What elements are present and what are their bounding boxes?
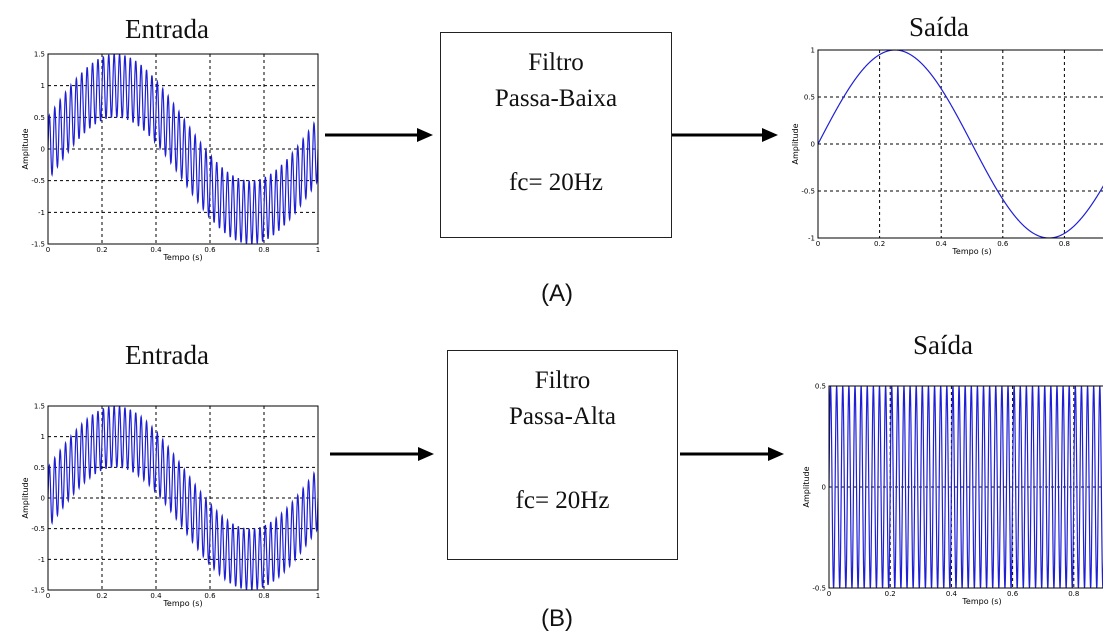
y-tick-label: -0.5 — [31, 177, 45, 185]
x-tick-label: 0 — [46, 592, 50, 600]
x-axis-label: Tempo (s) — [951, 247, 991, 256]
x-tick-label: 0.2 — [874, 240, 885, 248]
arrow-input-to-filter-b — [330, 447, 434, 461]
plot-frame — [828, 385, 1103, 589]
arrow-filter-to-output-a — [672, 128, 778, 142]
x-tick-label: 0.2 — [885, 590, 896, 598]
filter-cutoff-a: fc= 20Hz — [509, 169, 603, 196]
y-tick-label: -1 — [808, 235, 815, 243]
y-tick-label: 1.5 — [34, 403, 45, 411]
plot-frame — [817, 49, 1103, 239]
caption-b: (B) — [541, 605, 573, 632]
x-axis-label: Tempo (s) — [162, 253, 202, 262]
y-tick-label: 0 — [41, 146, 45, 154]
signal-line — [48, 406, 318, 590]
x-tick-label: 0.6 — [1007, 590, 1019, 598]
x-tick-label: 0.6 — [204, 246, 216, 254]
x-tick-label: 0.4 — [936, 240, 948, 248]
x-tick-label: 0.4 — [150, 592, 162, 600]
y-axis-label: Amplitude — [21, 477, 30, 518]
y-tick-label: -0.5 — [801, 188, 815, 196]
output-title-a: Saída — [909, 12, 969, 42]
signal-line — [829, 386, 1103, 588]
filter-box-a: Filtro Passa-Baixa fc= 20Hz — [440, 32, 672, 238]
y-axis-label: Amplitude — [21, 128, 30, 169]
signal-line — [48, 54, 318, 244]
x-tick-label: 0.6 — [204, 592, 216, 600]
x-tick-label: 0 — [46, 246, 50, 254]
arrow-input-to-filter-a — [325, 128, 433, 142]
filter-name-a: Filtro — [528, 49, 584, 76]
x-tick-label: 0.2 — [96, 592, 107, 600]
y-tick-label: -1 — [38, 556, 45, 564]
y-tick-label: 1 — [41, 433, 45, 441]
y-tick-label: 1.5 — [34, 51, 45, 59]
output-title-b: Saída — [913, 330, 973, 360]
y-tick-label: 0.5 — [34, 114, 45, 122]
y-tick-label: 1 — [811, 47, 815, 55]
x-axis-label: Tempo (s) — [162, 599, 202, 608]
caption-a: (A) — [541, 280, 573, 307]
y-axis-label: Amplitude — [791, 123, 800, 164]
filter-cutoff-b: fc= 20Hz — [515, 487, 610, 514]
x-tick-label: 0.8 — [1068, 590, 1079, 598]
x-tick-label: 0.8 — [258, 592, 269, 600]
y-tick-label: 0 — [41, 495, 45, 503]
x-axis-label: Tempo (s) — [961, 597, 1001, 606]
y-tick-label: -1.5 — [31, 241, 45, 249]
arrow-filter-to-output-b — [680, 447, 784, 461]
x-tick-label: 0.2 — [96, 246, 107, 254]
y-tick-label: 0.5 — [815, 383, 826, 391]
y-tick-label: -0.5 — [812, 585, 826, 593]
y-tick-label: 0 — [811, 141, 815, 149]
y-axis-label: Amplitude — [802, 466, 811, 507]
x-tick-label: 0.4 — [946, 590, 958, 598]
input-title-a: Entrada — [125, 14, 209, 44]
y-tick-label: 1 — [41, 82, 45, 90]
x-tick-label: 0.4 — [150, 246, 162, 254]
grid — [818, 50, 1103, 238]
plot-frame — [47, 405, 319, 591]
filter-name-b: Filtro — [534, 367, 591, 394]
filter-type-a: Passa-Baixa — [494, 85, 618, 112]
x-tick-label: 0 — [816, 240, 820, 248]
y-tick-label: 0.5 — [804, 94, 815, 102]
filter-box-b: Filtro Passa-Alta fc= 20Hz — [447, 350, 678, 560]
plot-frame — [47, 53, 319, 245]
y-tick-label: -1 — [38, 209, 45, 217]
y-tick-label: -1.5 — [31, 587, 45, 595]
y-tick-label: -0.5 — [31, 525, 45, 533]
y-tick-label: 0 — [822, 484, 826, 492]
input-plot-a: 0 0.2 0.4 0.6 0.8 1 1.5 1 0.5 0 -0.5 -1 -1.5 Tempo (s… — [21, 51, 320, 263]
signal-line — [818, 50, 1103, 238]
input-plot-b: 0 0.2 0.4 0.6 0.8 1 1.5 1 0.5 0 -0.5 -1 -1.5 Tempo (s… — [21, 403, 320, 609]
grid — [48, 406, 318, 590]
y-tick-label: 0.5 — [34, 464, 45, 472]
x-tick-label: 1 — [316, 592, 320, 600]
x-tick-label: 0.8 — [1059, 240, 1070, 248]
x-tick-label: 1 — [316, 246, 320, 254]
x-tick-label: 0 — [827, 590, 831, 598]
x-tick-label: 0.6 — [997, 240, 1009, 248]
input-title-b: Entrada — [125, 340, 209, 370]
x-tick-label: 0.8 — [258, 246, 269, 254]
filter-type-b: Passa-Alta — [509, 403, 616, 430]
